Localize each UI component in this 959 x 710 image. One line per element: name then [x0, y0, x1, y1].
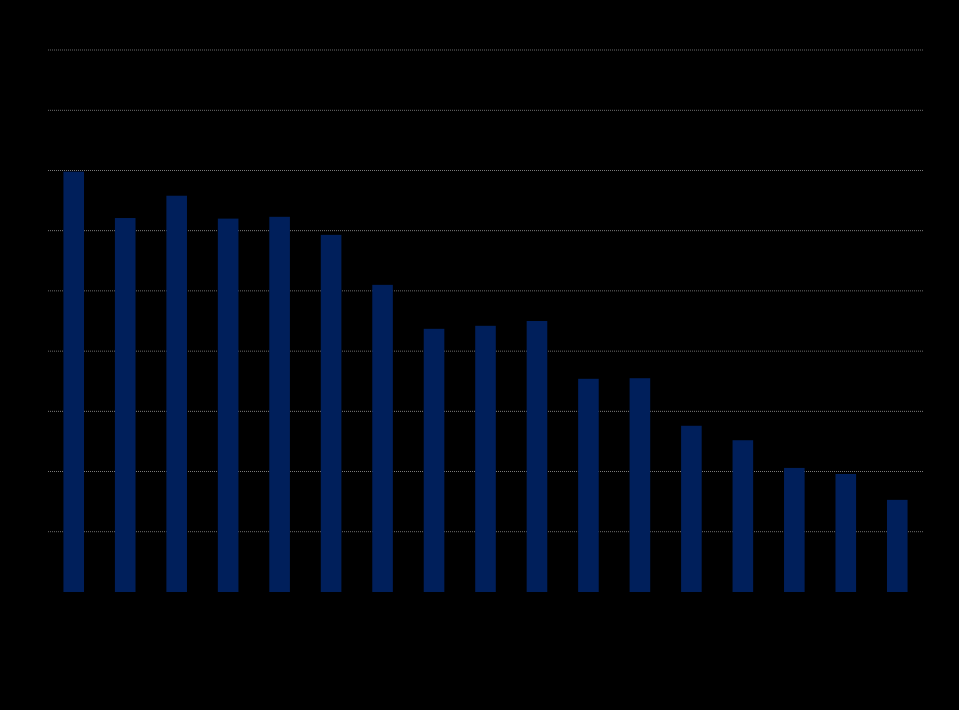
bar — [166, 195, 187, 592]
bar — [835, 473, 857, 592]
bar — [372, 284, 393, 592]
bar — [526, 321, 548, 592]
bar — [886, 499, 908, 592]
bar — [269, 216, 290, 592]
bar — [320, 234, 342, 593]
bar — [629, 378, 651, 592]
bar — [114, 218, 136, 592]
bar — [681, 425, 702, 592]
bar — [475, 325, 496, 592]
bar — [423, 328, 445, 592]
bar — [732, 440, 754, 592]
bar — [784, 467, 805, 592]
bar — [63, 171, 85, 592]
bar — [578, 378, 599, 592]
bar — [217, 218, 239, 592]
